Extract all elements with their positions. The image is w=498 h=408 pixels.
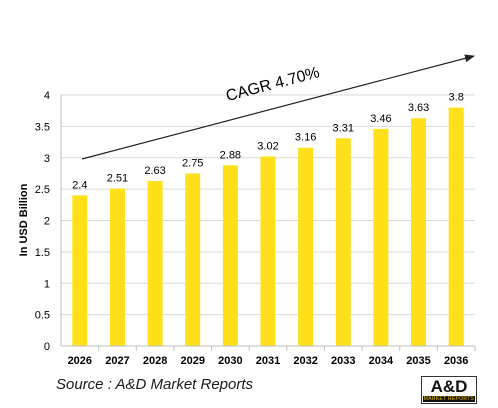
data-label: 3.8: [449, 92, 464, 104]
y-tick-label: 2: [44, 216, 50, 228]
bar: [298, 147, 314, 346]
x-tick-label: 2029: [180, 355, 204, 367]
data-label: 3.31: [333, 122, 354, 134]
bar: [109, 188, 125, 346]
y-tick-label: 4: [44, 90, 50, 102]
x-tick-label: 2035: [406, 355, 430, 367]
source-note: Source : A&D Market Reports: [56, 376, 254, 393]
brand-logo: A&D MARKET REPORTS: [421, 376, 477, 404]
data-labels: 2.4 2.51 2.63 2.75 2.88 3.02 3.16 3.31 3.46 3.63 3…: [72, 92, 464, 192]
y-tick-label: 3.5: [35, 121, 50, 133]
x-tick-label: 2036: [444, 355, 468, 367]
data-label: 2.51: [107, 172, 128, 184]
bar: [185, 173, 201, 346]
data-label: 2.75: [182, 157, 203, 169]
y-tick-label: 0: [44, 341, 50, 353]
x-tick-label: 2028: [143, 355, 167, 367]
bar: [411, 118, 427, 346]
x-tick-label: 2031: [256, 355, 280, 367]
bar: [260, 156, 276, 346]
data-label: 3.46: [370, 113, 391, 125]
bar: [448, 107, 464, 346]
y-tick-label: 2.5: [35, 184, 50, 196]
x-tick-label: 2034: [369, 355, 394, 367]
cagr-arrow: [81, 54, 475, 160]
data-label: 3.02: [257, 140, 278, 152]
cagr-annotation: CAGR 4.70%: [224, 64, 321, 105]
data-label: 3.63: [408, 102, 429, 114]
logo-text: A&D: [430, 377, 468, 396]
y-tick-label: 0.5: [35, 310, 50, 322]
data-label: 2.63: [144, 165, 165, 177]
data-label: 2.88: [220, 149, 241, 161]
x-axis: 2026 2027 2028 2029 2030 2031 2032 2033 2034 2035…: [61, 345, 476, 367]
x-tick-label: 2027: [105, 355, 129, 367]
y-tick-label: 3: [44, 153, 50, 165]
x-tick-label: 2032: [293, 355, 317, 367]
y-axis: 0 0.5 1 1.5 2 2.5 3 3.5 4: [35, 90, 62, 353]
bars: [72, 107, 464, 346]
data-label: 3.16: [295, 132, 316, 144]
bar: [147, 180, 163, 346]
bar: [222, 165, 238, 346]
y-tick-label: 1.5: [35, 247, 50, 259]
logo-subtext: MARKET REPORTS: [423, 396, 475, 402]
y-tick-label: 1: [44, 278, 50, 290]
x-tick-label: 2026: [68, 355, 92, 367]
y-axis-label: In USD Billion: [18, 183, 30, 256]
x-tick-label: 2033: [331, 355, 355, 367]
bar: [72, 195, 88, 346]
bar: [335, 138, 351, 346]
bar: [373, 128, 389, 346]
data-label: 2.4: [72, 179, 87, 191]
x-tick-label: 2030: [218, 355, 242, 367]
